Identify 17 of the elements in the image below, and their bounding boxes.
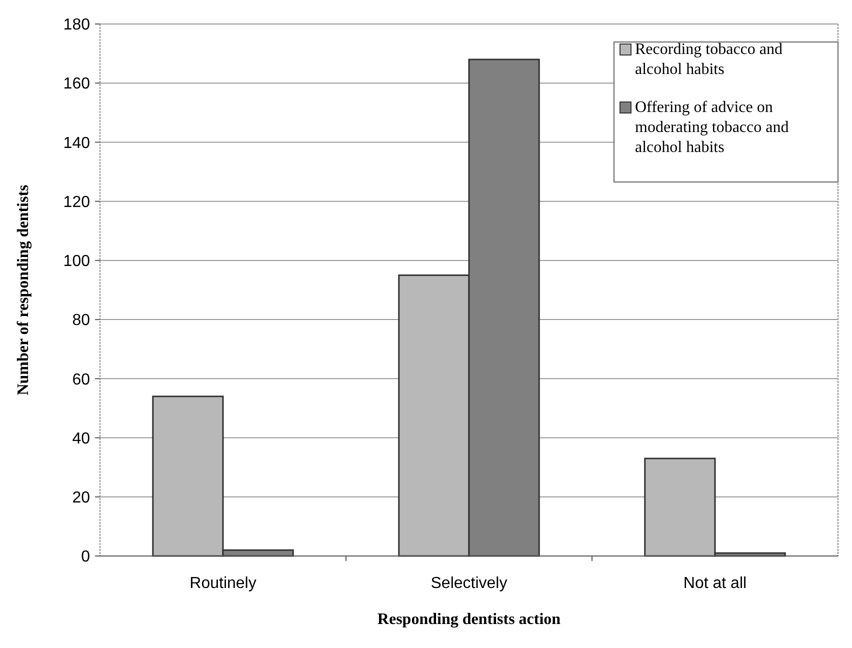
- x-tick-label: Selectively: [430, 575, 508, 592]
- x-axis-title: Responding dentists action: [377, 611, 561, 628]
- y-tick-label: 20: [72, 489, 90, 506]
- y-tick-label: 60: [72, 371, 90, 388]
- y-tick-label: 160: [63, 76, 90, 93]
- y-tick-label: 140: [63, 134, 90, 152]
- y-tick-label: 80: [72, 312, 90, 330]
- x-tick-label: Not at all: [683, 575, 747, 592]
- y-tick-label: 0: [81, 548, 90, 566]
- legend-label: Recording tobacco and alcohol habits: [635, 41, 782, 78]
- legend-label: Offering of advice on moderating tobacco and alcohol habits: [635, 99, 789, 156]
- y-tick-label: 180: [63, 16, 90, 34]
- y-tick-label: 120: [63, 194, 90, 211]
- y-tick-label: 40: [72, 430, 90, 448]
- y-tick-label: 100: [63, 253, 90, 270]
- y-axis-title: Number of responding dentists: [15, 184, 32, 396]
- x-tick-label: Routinely: [190, 575, 256, 592]
